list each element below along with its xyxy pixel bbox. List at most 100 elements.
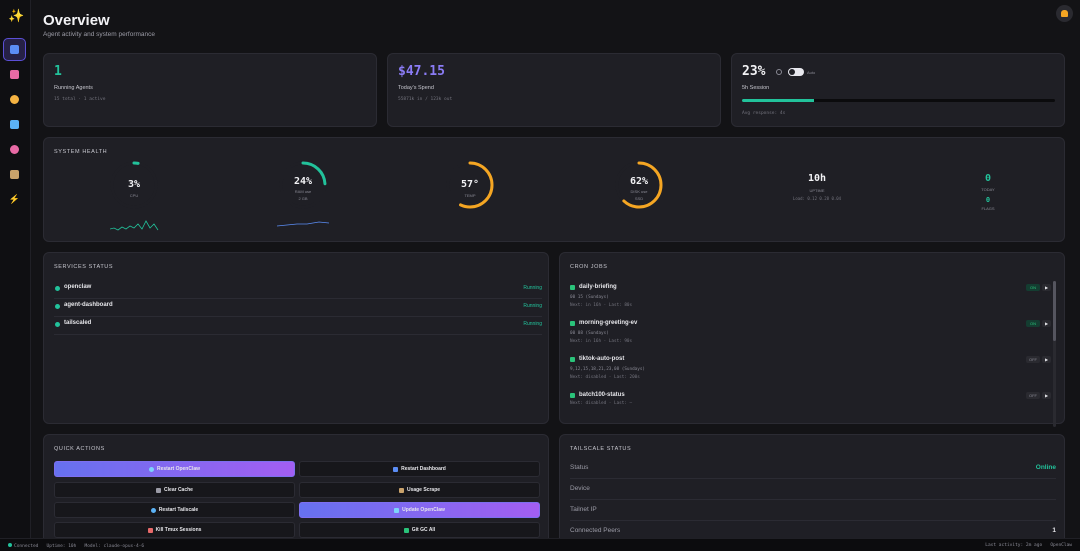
robot-icon bbox=[10, 70, 19, 79]
service-status: Running bbox=[523, 303, 542, 309]
sidebar-item-analytics[interactable] bbox=[3, 113, 26, 136]
service-row-openclaw[interactable]: openclaw Running bbox=[54, 282, 542, 299]
cron-toggle[interactable]: ON bbox=[1026, 320, 1040, 327]
session-card: 23% Auto 5h Session Avg response: 4s bbox=[731, 53, 1065, 127]
sidebar-item-logs[interactable] bbox=[3, 163, 26, 186]
check-icon bbox=[570, 393, 575, 398]
service-name: tailscaled bbox=[64, 320, 92, 326]
service-name: agent-dashboard bbox=[64, 302, 113, 308]
today-label: TODAY bbox=[981, 187, 995, 192]
disk-label: DISK use bbox=[630, 189, 648, 194]
cron-item-tiktok-auto-post: tiktok-auto-post 9,12,15,18,21,23,08 (Su… bbox=[570, 356, 1051, 390]
restart-dashboard-button[interactable]: Restart Dashboard bbox=[299, 461, 540, 477]
run-now-button[interactable]: ▶ bbox=[1042, 320, 1051, 327]
button-label: Usage Scrape bbox=[406, 487, 441, 493]
cron-toggle[interactable]: OFF bbox=[1026, 392, 1040, 399]
flags-label: FLAGS bbox=[981, 206, 995, 211]
cron-item-morning-greeting-ev: morning-greeting-ev 00 08 (Sundays) Next… bbox=[570, 320, 1051, 354]
ram-value: 24% bbox=[293, 176, 313, 187]
cpu-label: CPU bbox=[129, 193, 139, 198]
status-dot bbox=[55, 304, 60, 309]
download-icon bbox=[394, 507, 400, 513]
lightning-icon: ⚡ bbox=[8, 194, 21, 204]
service-row-agent-dashboard[interactable]: agent-dashboard Running bbox=[54, 300, 542, 317]
sidebar-item-spend[interactable] bbox=[3, 88, 26, 111]
sidebar-item-memory[interactable] bbox=[3, 138, 26, 161]
dashboard-icon bbox=[393, 466, 399, 472]
app-name: OpenClaw bbox=[1050, 543, 1072, 548]
system-health-card: SYSTEM HEALTH 3% CPU 24% RAM use 2 GB 57… bbox=[43, 137, 1065, 242]
restart-tailscale-button[interactable]: Restart Tailscale bbox=[54, 502, 295, 518]
session-progress-bar bbox=[742, 99, 1055, 102]
today-value: 0 bbox=[984, 173, 992, 184]
page-subtitle: Agent activity and system performance bbox=[43, 31, 155, 38]
update-openclaw-button[interactable]: Update OpenClaw bbox=[299, 502, 540, 518]
sidebar-item-actions[interactable]: ⚡ bbox=[3, 188, 26, 211]
cron-name: morning-greeting-ev bbox=[579, 320, 638, 326]
cron-name: tiktok-auto-post bbox=[579, 356, 625, 362]
cpu-sparkline bbox=[110, 220, 159, 231]
cron-meta: Next: disabled · Last: — bbox=[570, 401, 633, 406]
session-value: 23% bbox=[742, 64, 766, 79]
disk-sub: SSD bbox=[634, 196, 644, 201]
cron-name: daily-briefing bbox=[579, 284, 617, 290]
knife-icon bbox=[147, 527, 153, 533]
row-label: Status bbox=[570, 464, 589, 471]
page-title: Overview bbox=[43, 12, 110, 29]
service-row-tailscaled[interactable]: tailscaled Running bbox=[54, 318, 542, 335]
todays-spend-card: $47.15 Today's Spend 55871k in / 123k ou… bbox=[387, 53, 721, 127]
chart-icon bbox=[10, 45, 19, 54]
run-now-button[interactable]: ▶ bbox=[1042, 356, 1051, 363]
row-value: Online bbox=[1035, 464, 1056, 471]
uptime-stat: 10h UPTIME Load: 0.12 0.28 0.04 bbox=[777, 173, 857, 201]
sidebar-item-agents[interactable] bbox=[3, 63, 26, 86]
cron-jobs-title: CRON JOBS bbox=[570, 264, 608, 270]
chart-icon bbox=[398, 487, 404, 493]
cron-meta: Next: disabled · Last: 200s bbox=[570, 375, 640, 380]
quick-actions-card: QUICK ACTIONS Restart OpenClaw Restart D… bbox=[43, 434, 549, 544]
cron-meta: Next: in 16h · Last: 90s bbox=[570, 339, 633, 344]
check-icon bbox=[570, 285, 575, 290]
brain-icon bbox=[10, 145, 19, 154]
running-agents-sub: 15 total · 1 active bbox=[54, 97, 106, 102]
clear-cache-button[interactable]: Clear Cache bbox=[54, 482, 295, 498]
button-label: Restart Dashboard bbox=[401, 466, 446, 472]
row-label: Tailnet IP bbox=[570, 506, 597, 513]
refresh-icon[interactable] bbox=[776, 69, 782, 75]
cron-schedule: 00 08 (Sundays) bbox=[570, 331, 609, 336]
sparkle-logo-icon: ✨ bbox=[8, 8, 25, 23]
cron-schedule: 00 15 (Sundays) bbox=[570, 295, 609, 300]
tailscale-row-device: Device bbox=[570, 480, 1056, 500]
refresh-icon bbox=[148, 466, 154, 472]
check-icon bbox=[570, 357, 575, 362]
cron-toggle[interactable]: OFF bbox=[1026, 356, 1040, 363]
cron-toggle[interactable]: ON bbox=[1026, 284, 1040, 291]
disk-gauge: 62% DISK use SSD bbox=[609, 160, 669, 220]
status-dot bbox=[55, 286, 60, 291]
clipboard-icon bbox=[10, 170, 19, 179]
trash-icon bbox=[156, 487, 162, 493]
auto-toggle[interactable] bbox=[788, 68, 804, 76]
services-status-title: SERVICES STATUS bbox=[54, 264, 114, 270]
git-gc-all-button[interactable]: Git GC All bbox=[299, 522, 540, 538]
button-label: Kill Tmux Sessions bbox=[155, 527, 202, 533]
restart-openclaw-button[interactable]: Restart OpenClaw bbox=[54, 461, 295, 477]
running-agents-value: 1 bbox=[54, 64, 62, 79]
scrollbar-thumb[interactable] bbox=[1053, 281, 1056, 341]
cron-scrollbar[interactable] bbox=[1053, 281, 1056, 427]
disk-value: 62% bbox=[629, 176, 649, 187]
tailscale-status-card: TAILSCALE STATUS Status Online Device Ta… bbox=[559, 434, 1065, 544]
trend-icon bbox=[10, 120, 19, 129]
git-icon bbox=[403, 527, 409, 533]
kill-tmux-sessions-button[interactable]: Kill Tmux Sessions bbox=[54, 522, 295, 538]
sidebar-item-dashboard[interactable] bbox=[3, 38, 26, 61]
button-label: Git GC All bbox=[411, 527, 436, 533]
status-dot bbox=[55, 322, 60, 327]
usage-scrape-button[interactable]: Usage Scrape bbox=[299, 482, 540, 498]
running-agents-label: Running Agents bbox=[54, 85, 93, 91]
check-icon bbox=[570, 321, 575, 326]
notifications-bell-icon[interactable] bbox=[1056, 5, 1073, 22]
run-now-button[interactable]: ▶ bbox=[1042, 392, 1051, 399]
run-now-button[interactable]: ▶ bbox=[1042, 284, 1051, 291]
